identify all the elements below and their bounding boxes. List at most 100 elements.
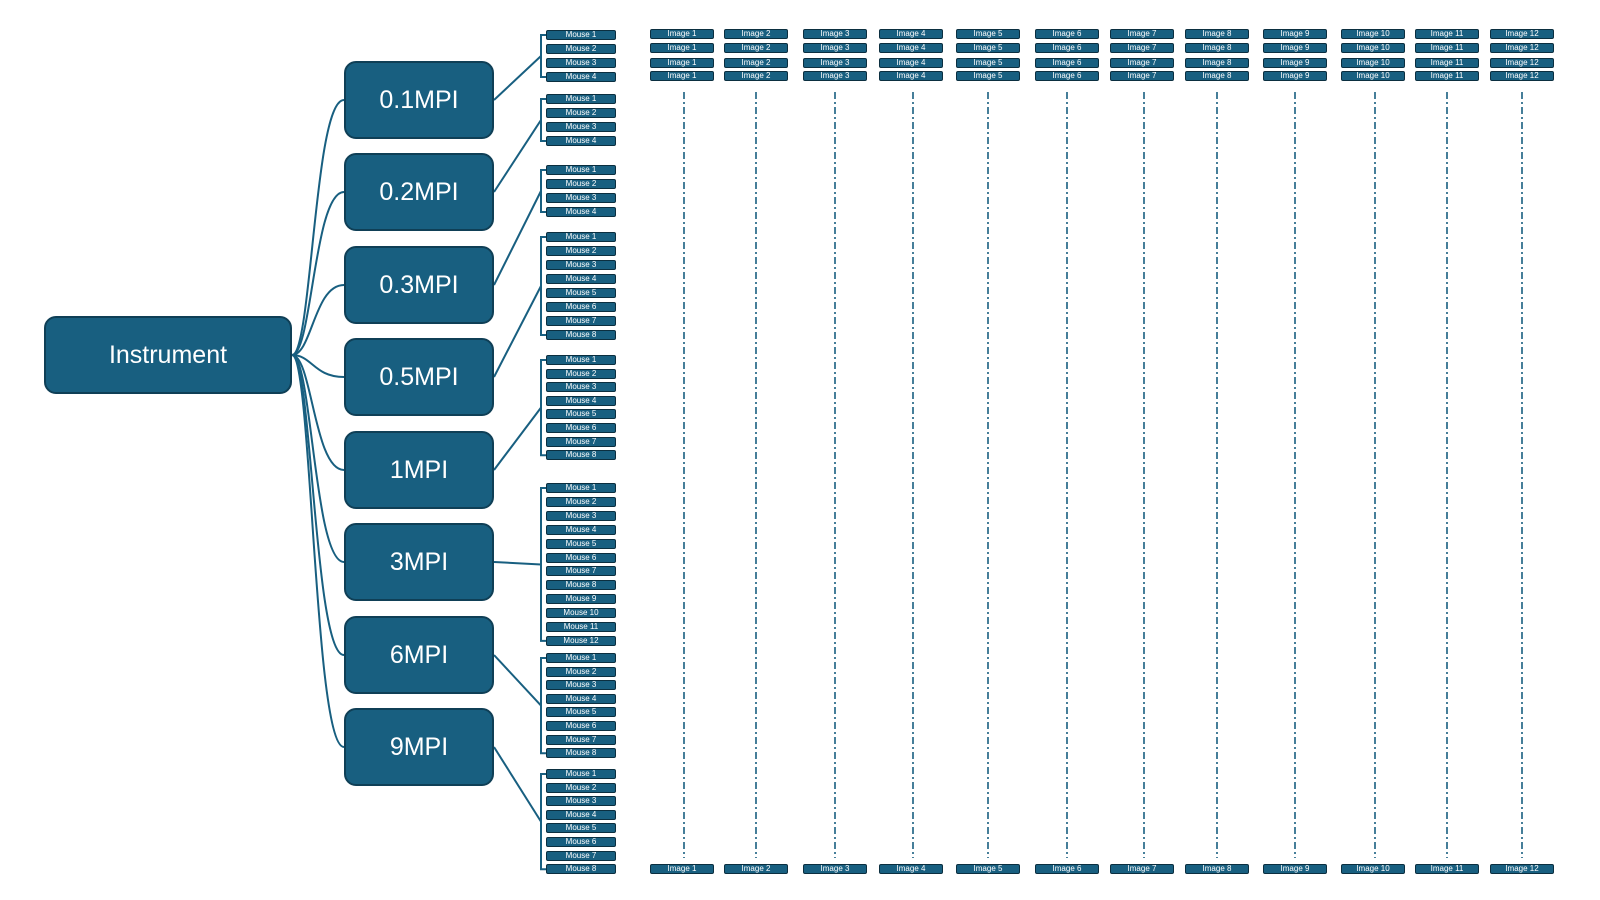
image-node: Image 3 bbox=[803, 43, 867, 53]
image-node: Image 5 bbox=[956, 71, 1020, 81]
image-node-bottom: Image 1 bbox=[650, 864, 714, 874]
mouse-node: Mouse 2 bbox=[546, 179, 616, 189]
image-node-bottom: Image 2 bbox=[724, 864, 788, 874]
image-node: Image 3 bbox=[803, 29, 867, 39]
mouse-node: Mouse 6 bbox=[546, 423, 616, 433]
mouse-node: Mouse 3 bbox=[546, 193, 616, 203]
root-connector bbox=[291, 99, 345, 356]
image-node: Image 4 bbox=[879, 71, 943, 81]
group-connector bbox=[493, 561, 542, 566]
image-node: Image 10 bbox=[1341, 71, 1405, 81]
mouse-node: Mouse 8 bbox=[546, 748, 616, 759]
image-node: Image 11 bbox=[1415, 29, 1479, 39]
image-node: Image 11 bbox=[1415, 71, 1479, 81]
mouse-node: Mouse 3 bbox=[546, 680, 616, 691]
mouse-node: Mouse 2 bbox=[546, 44, 616, 54]
mouse-node: Mouse 7 bbox=[546, 566, 616, 577]
root-connector bbox=[291, 191, 345, 356]
timepoint-node: 0.5MPI bbox=[344, 338, 494, 416]
group-bracket bbox=[540, 487, 546, 642]
image-node: Image 5 bbox=[956, 29, 1020, 39]
image-node: Image 9 bbox=[1263, 29, 1327, 39]
image-node: Image 1 bbox=[650, 43, 714, 53]
root-connector bbox=[291, 354, 345, 748]
mouse-node: Mouse 2 bbox=[546, 246, 616, 256]
mouse-node: Mouse 6 bbox=[546, 837, 616, 847]
mouse-node: Mouse 5 bbox=[546, 823, 616, 834]
mouse-node: Mouse 2 bbox=[546, 108, 616, 118]
image-node-bottom: Image 8 bbox=[1185, 864, 1249, 874]
image-node: Image 9 bbox=[1263, 71, 1327, 81]
timepoint-node: 0.2MPI bbox=[344, 153, 494, 231]
mouse-node: Mouse 3 bbox=[546, 58, 616, 68]
mouse-node: Mouse 9 bbox=[546, 594, 616, 605]
mouse-node: Mouse 7 bbox=[546, 436, 616, 447]
timepoint-node: 6MPI bbox=[344, 616, 494, 694]
image-node: Image 8 bbox=[1185, 58, 1249, 68]
image-node-bottom: Image 9 bbox=[1263, 864, 1327, 874]
image-node: Image 7 bbox=[1110, 58, 1174, 68]
root-connector bbox=[291, 354, 345, 378]
mouse-node: Mouse 4 bbox=[546, 395, 616, 406]
group-connector bbox=[493, 285, 542, 378]
mouse-node: Mouse 4 bbox=[546, 809, 616, 820]
mouse-node: Mouse 3 bbox=[546, 382, 616, 393]
image-node: Image 9 bbox=[1263, 43, 1327, 53]
mouse-node: Mouse 4 bbox=[546, 72, 616, 82]
image-node: Image 2 bbox=[724, 71, 788, 81]
group-bracket bbox=[540, 98, 546, 142]
image-node: Image 11 bbox=[1415, 58, 1479, 68]
image-node: Image 1 bbox=[650, 71, 714, 81]
timepoint-node: 9MPI bbox=[344, 708, 494, 786]
image-node-bottom: Image 10 bbox=[1341, 864, 1405, 874]
group-bracket bbox=[540, 169, 546, 213]
mouse-node: Mouse 4 bbox=[546, 274, 616, 284]
image-node-bottom: Image 12 bbox=[1490, 864, 1554, 874]
root-connector bbox=[291, 354, 345, 563]
group-connector bbox=[493, 746, 542, 823]
mouse-node: Mouse 5 bbox=[546, 288, 616, 298]
mouse-node: Mouse 2 bbox=[546, 666, 616, 677]
mouse-node: Mouse 1 bbox=[546, 30, 616, 40]
image-node: Image 5 bbox=[956, 43, 1020, 53]
image-node: Image 8 bbox=[1185, 29, 1249, 39]
root-connector bbox=[291, 284, 345, 356]
mouse-node: Mouse 6 bbox=[546, 552, 616, 563]
image-node: Image 12 bbox=[1490, 43, 1554, 53]
mouse-node: Mouse 2 bbox=[546, 782, 616, 793]
mouse-node: Mouse 8 bbox=[546, 330, 616, 340]
mouse-node: Mouse 6 bbox=[546, 721, 616, 731]
group-connector bbox=[493, 55, 542, 101]
image-node-bottom: Image 3 bbox=[803, 864, 867, 874]
timepoint-node: 0.3MPI bbox=[344, 246, 494, 324]
image-node: Image 2 bbox=[724, 58, 788, 68]
mouse-node: Mouse 12 bbox=[546, 635, 616, 646]
image-node: Image 10 bbox=[1341, 43, 1405, 53]
image-node-bottom: Image 7 bbox=[1110, 864, 1174, 874]
mouse-node: Mouse 1 bbox=[546, 232, 616, 242]
image-node: Image 8 bbox=[1185, 71, 1249, 81]
image-node: Image 7 bbox=[1110, 71, 1174, 81]
timepoint-node: 0.1MPI bbox=[344, 61, 494, 139]
image-node-bottom: Image 11 bbox=[1415, 864, 1479, 874]
mouse-node: Mouse 5 bbox=[546, 707, 616, 718]
image-node: Image 6 bbox=[1035, 29, 1099, 39]
image-node: Image 2 bbox=[724, 29, 788, 39]
image-node: Image 4 bbox=[879, 43, 943, 53]
mouse-node: Mouse 7 bbox=[546, 316, 616, 326]
image-node-bottom: Image 5 bbox=[956, 864, 1020, 874]
image-node: Image 7 bbox=[1110, 29, 1174, 39]
image-node: Image 4 bbox=[879, 58, 943, 68]
mouse-node: Mouse 6 bbox=[546, 302, 616, 312]
mouse-node: Mouse 2 bbox=[546, 368, 616, 379]
image-node: Image 10 bbox=[1341, 29, 1405, 39]
mouse-node: Mouse 4 bbox=[546, 207, 616, 217]
mouse-node: Mouse 1 bbox=[546, 355, 616, 365]
image-node: Image 12 bbox=[1490, 29, 1554, 39]
group-connector bbox=[493, 119, 542, 193]
image-node: Image 6 bbox=[1035, 58, 1099, 68]
image-node: Image 3 bbox=[803, 71, 867, 81]
mouse-node: Mouse 1 bbox=[546, 653, 616, 663]
image-node: Image 4 bbox=[879, 29, 943, 39]
mouse-node: Mouse 3 bbox=[546, 510, 616, 521]
